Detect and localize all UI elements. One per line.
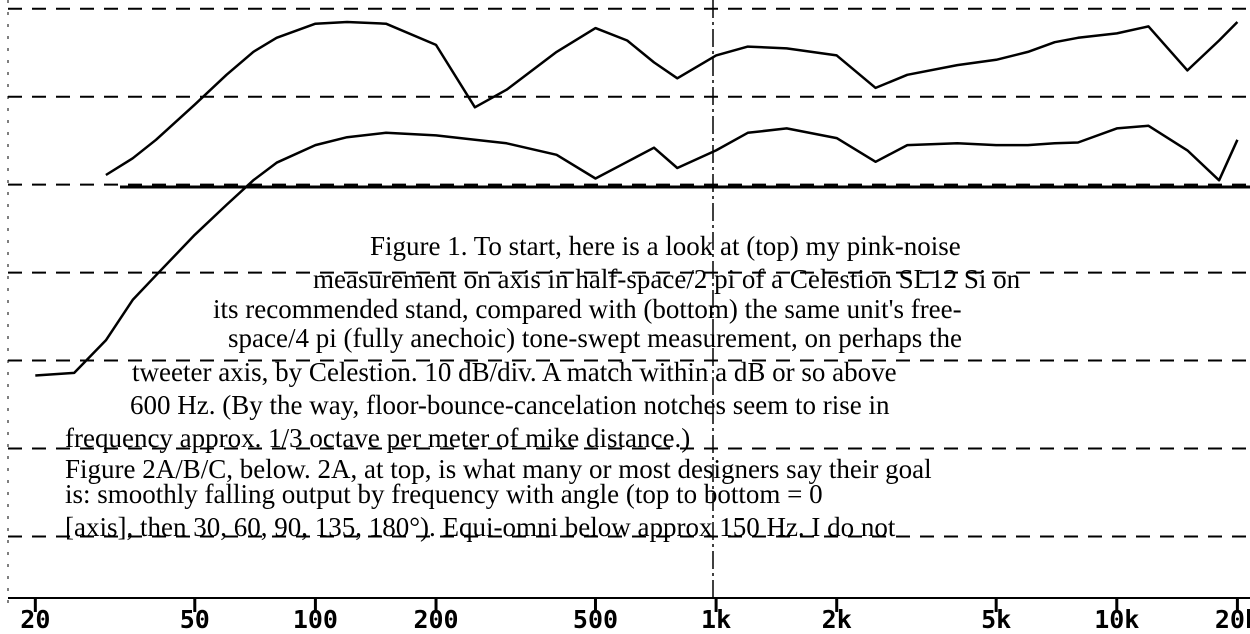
x-tick-label: 500	[573, 605, 618, 634]
caption-line: tweeter axis, by Celestion. 10 dB/div. A…	[132, 357, 897, 387]
x-tick-label: 20	[20, 605, 50, 634]
x-tick-label: 200	[413, 605, 458, 634]
caption-line: space/4 pi (fully anechoic) tone-swept m…	[228, 323, 962, 353]
x-tick-label: 2k	[822, 605, 852, 634]
caption-line: is: smoothly falling output by frequency…	[65, 479, 823, 509]
caption-line: Figure 2A/B/C, below. 2A, at top, is wha…	[65, 454, 932, 484]
curve	[35, 124, 1239, 377]
caption-line: its recommended stand, compared with (bo…	[213, 294, 962, 324]
x-tick-label: 1k	[701, 605, 731, 634]
x-tick-label: 10k	[1094, 605, 1139, 634]
x-tick-label: 100	[293, 605, 338, 634]
curve	[105, 20, 1239, 177]
x-tick-label: 50	[180, 605, 210, 634]
caption-line: 600 Hz. (By the way, floor-bounce-cancel…	[130, 390, 890, 420]
caption-line: frequency approx. 1/3 octave per meter o…	[65, 423, 690, 453]
x-tick-label: 20k	[1215, 605, 1250, 634]
x-tick-label: 5k	[981, 605, 1011, 634]
caption-line: Figure 1. To start, here is a look at (t…	[370, 231, 961, 261]
caption-line: measurement on axis in half-space/2 pi o…	[313, 264, 1021, 294]
caption-line: [axis], then 30, 60, 90, 135, 180°). Equ…	[65, 512, 896, 542]
